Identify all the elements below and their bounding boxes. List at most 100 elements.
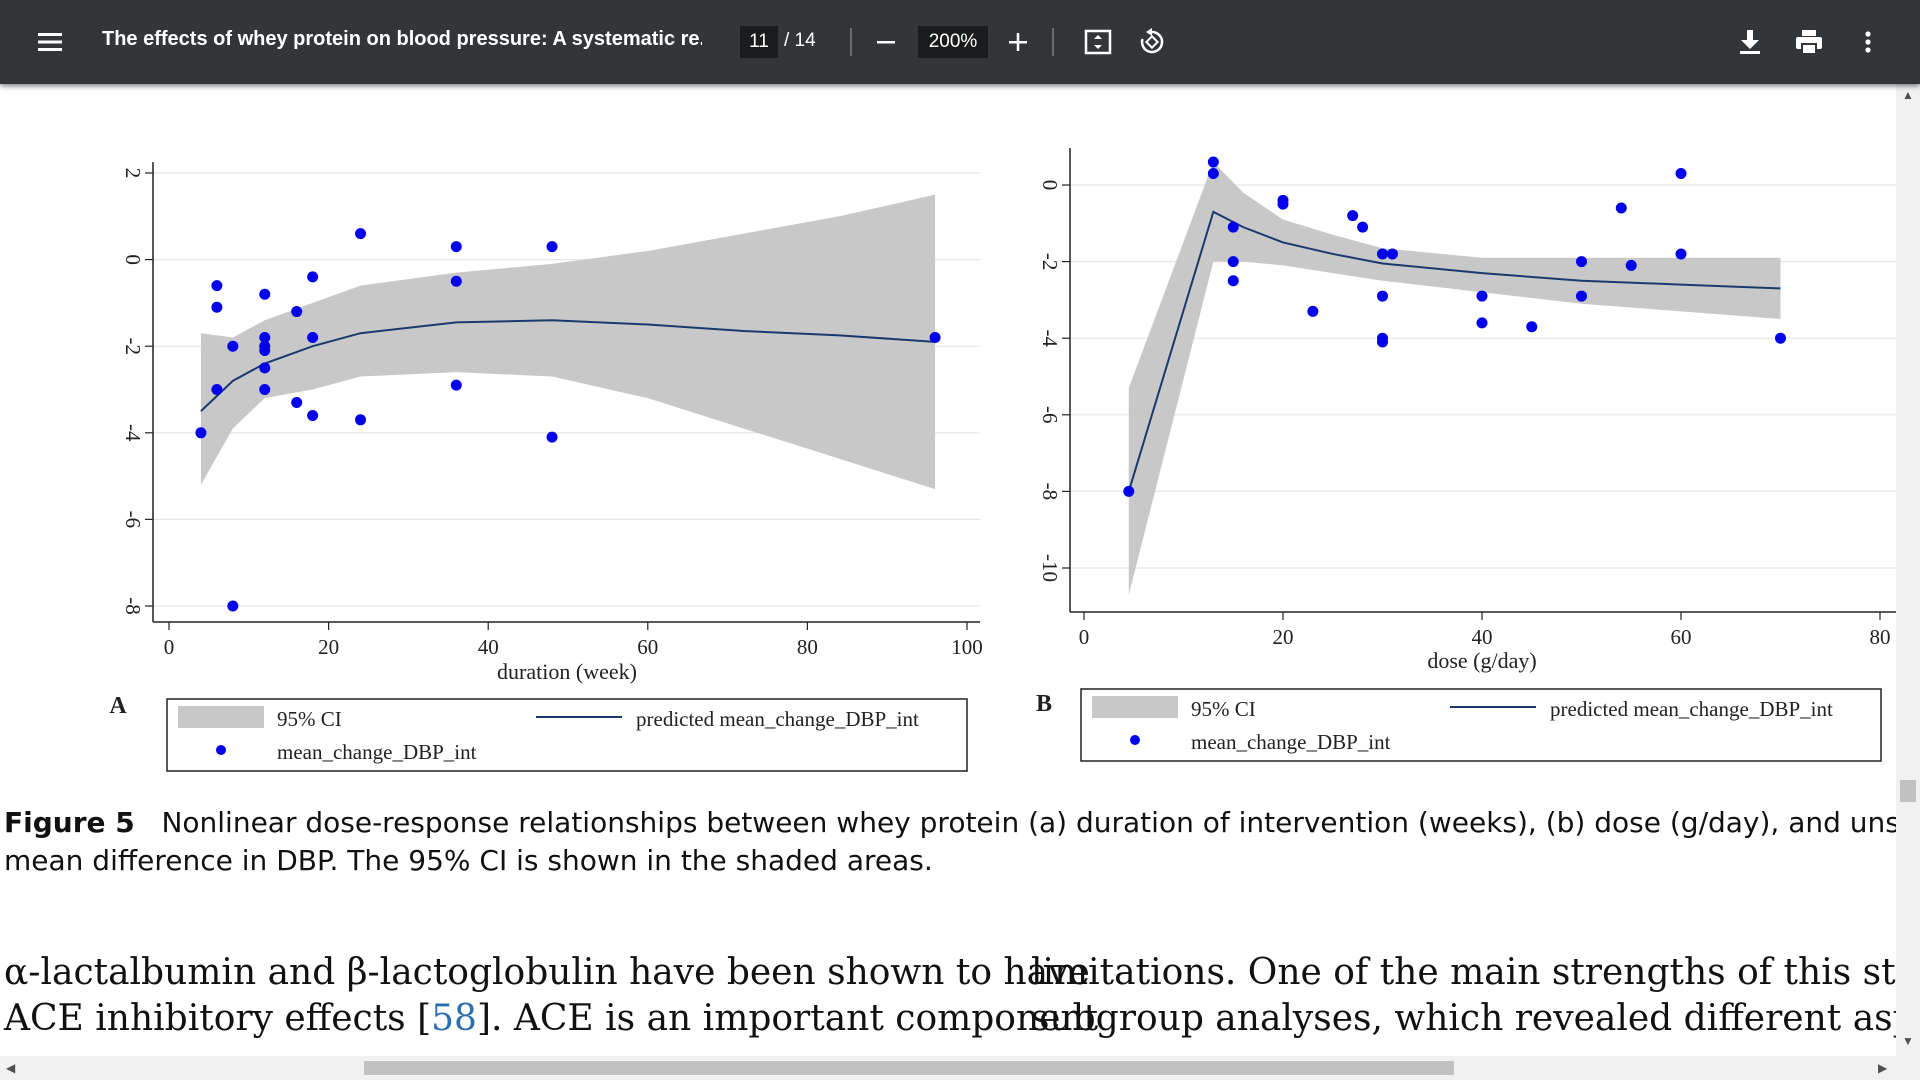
vertical-scroll-thumb[interactable] [1900, 780, 1916, 802]
zoom-level-input[interactable]: 200% [918, 26, 988, 58]
data-point [1207, 168, 1219, 180]
legend-fit-label: predicted mean_change_DBP_int [1550, 697, 1833, 721]
legend-point-swatch [216, 745, 226, 755]
x-tick-label: 80 [1870, 625, 1891, 649]
print-icon [1796, 30, 1822, 55]
y-tick-label: -6 [121, 511, 145, 529]
data-point [1675, 168, 1687, 180]
page-number-input[interactable]: 11 [740, 26, 778, 58]
panel-label: B [1036, 691, 1052, 717]
data-point [1377, 336, 1388, 348]
data-point [307, 409, 319, 421]
vertical-scrollbar[interactable]: ▲ ▼ [1896, 84, 1920, 1056]
data-point [1357, 221, 1369, 233]
caption-line-2: mean difference in DBP. The 95% CI is sh… [4, 844, 933, 877]
scroll-left-arrow-icon[interactable]: ◀ [6, 1061, 16, 1075]
figure-caption: Figure 5 Nonlinear dose-response relatio… [4, 804, 1896, 880]
figure-panel-a: 20-2-4-6-80 20 40 60 80 100 duration (week) A… [109, 162, 983, 772]
data-point [1347, 210, 1359, 222]
y-tick-label: 0 [121, 254, 145, 265]
body-column-right: limitations. One of the main strengths o… [1031, 950, 1896, 1042]
data-point [307, 332, 319, 344]
data-points [1123, 156, 1786, 497]
y-tick-label: -2 [121, 337, 145, 355]
caption-line-1: Figure 5 Nonlinear dose-response relatio… [4, 804, 1896, 842]
toolbar-divider [1052, 28, 1054, 56]
x-tick-label: 60 [1671, 625, 1692, 649]
fit-to-page-button[interactable] [1080, 22, 1116, 62]
horizontal-scroll-thumb[interactable] [364, 1061, 1454, 1075]
horizontal-scrollbar[interactable]: ◀ ▶ [0, 1056, 1920, 1080]
fit-line [200, 319, 936, 412]
text-span: ACE inhibitory effects [ [4, 998, 432, 1039]
fit-line [1127, 210, 1781, 492]
citation-link[interactable]: 58 [431, 998, 477, 1039]
text-span: ]. ACE is an important component [476, 998, 1099, 1039]
data-points [195, 228, 941, 612]
scroll-right-arrow-icon[interactable]: ▶ [1878, 1061, 1888, 1075]
data-point [259, 384, 271, 395]
legend-point-label: mean_change_DBP_int [277, 740, 477, 764]
hamburger-menu-icon [38, 33, 62, 51]
x-axis-label: dose (g/day) [1427, 648, 1536, 673]
zoom-in-button[interactable] [1000, 24, 1036, 60]
print-button[interactable] [1788, 22, 1830, 62]
data-point [1675, 248, 1687, 260]
data-point [291, 306, 303, 318]
rotate-icon [1140, 28, 1164, 54]
zoom-out-button[interactable] [868, 24, 904, 60]
data-point [227, 340, 239, 352]
legend-ci-swatch [178, 706, 264, 728]
toolbar-divider [850, 28, 852, 56]
x-tick-label: 60 [637, 635, 658, 659]
data-point [211, 280, 223, 292]
rotate-button[interactable] [1132, 22, 1172, 62]
data-point [1576, 256, 1587, 268]
legend-fit-label: predicted mean_change_DBP_int [636, 707, 919, 731]
data-point [1476, 290, 1488, 302]
data-point [1377, 290, 1388, 302]
data-point [1207, 156, 1219, 168]
plus-icon [1009, 33, 1027, 51]
data-point [1227, 221, 1239, 233]
data-point [1227, 256, 1239, 268]
legend-point-swatch [1130, 735, 1140, 745]
data-point [1227, 275, 1239, 287]
x-tick-label: 20 [1273, 625, 1294, 649]
scroll-down-arrow-icon[interactable]: ▼ [1902, 1034, 1914, 1048]
data-point [929, 332, 941, 344]
x-tick-label: 20 [318, 635, 339, 659]
y-tick-label: -4 [1038, 329, 1062, 347]
data-point [259, 288, 271, 300]
legend-ci-label: 95% CI [1191, 697, 1256, 721]
figure-panel-b: 0 -2 -4 -6 -8 -10 0 20 40 60 80 dose (g/day) B 95%… [1036, 148, 1896, 762]
y-tick-label: -8 [121, 597, 145, 615]
paragraph-line: α-lactalbumin and β-lactoglobulin have b… [4, 952, 1090, 993]
legend-point-label: mean_change_DBP_int [1191, 730, 1391, 754]
data-point [1526, 321, 1538, 333]
more-options-button[interactable] [1852, 22, 1884, 62]
data-point [1277, 198, 1289, 210]
data-point [1625, 259, 1637, 271]
download-button[interactable] [1730, 22, 1770, 62]
panel-label: A [109, 693, 127, 719]
paragraph-line: subgroup analyses, which revealed differ… [1031, 998, 1896, 1039]
data-point [355, 228, 367, 240]
document-title: The effects of whey protein on blood pre… [102, 28, 702, 50]
menu-button[interactable] [30, 22, 70, 62]
caption-text: Nonlinear dose-response relationships be… [161, 806, 1896, 839]
data-point [259, 345, 271, 357]
x-tick-label: 80 [797, 635, 818, 659]
ci-band [200, 194, 936, 490]
data-point [450, 379, 462, 391]
body-column-left: α-lactalbumin and β-lactoglobulin have b… [4, 950, 1098, 1042]
data-point [1775, 332, 1786, 344]
pdf-toolbar: The effects of whey protein on blood pre… [0, 0, 1920, 84]
data-point [1476, 317, 1488, 329]
scroll-up-arrow-icon[interactable]: ▲ [1902, 88, 1914, 102]
data-point [259, 332, 271, 344]
legend: 95% CI predicted mean_change_DBP_int mea… [166, 698, 968, 772]
x-tick-label: 100 [951, 635, 983, 659]
data-point [291, 396, 303, 408]
more-vertical-icon [1865, 31, 1871, 53]
